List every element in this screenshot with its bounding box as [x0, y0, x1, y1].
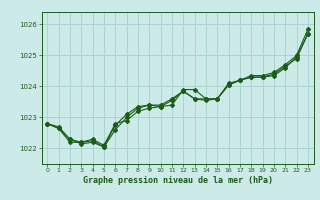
X-axis label: Graphe pression niveau de la mer (hPa): Graphe pression niveau de la mer (hPa)	[83, 176, 273, 185]
